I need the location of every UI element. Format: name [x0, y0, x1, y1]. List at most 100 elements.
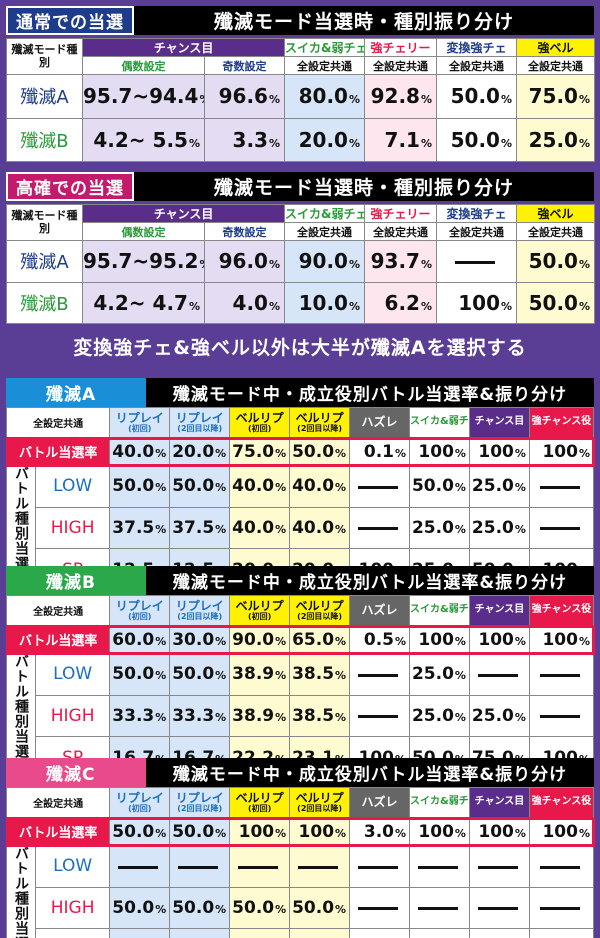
percent-sign: %	[335, 826, 347, 840]
dash-mark	[539, 527, 580, 531]
battle-rate-cell: 3.0%	[349, 817, 411, 846]
role-name: リプレイ	[115, 791, 164, 806]
battle-type-cell: 33.3%	[169, 694, 231, 738]
sub-header: 偶数設定	[82, 56, 205, 75]
battle-type-label: HIGH	[34, 506, 111, 550]
battle-type-cell	[468, 845, 530, 888]
dash-mark	[118, 865, 159, 869]
rate-cell: 6.2%	[364, 281, 438, 324]
battle-rate-cell: 100%	[468, 437, 530, 466]
percent-sign: %	[454, 669, 466, 683]
cell-value: 20.0	[298, 127, 348, 152]
battle-type-label: LOW	[34, 465, 111, 508]
rate-cell: 75.0%	[516, 74, 596, 119]
role-note: (2回目以降)	[177, 423, 223, 433]
battle-rate-cell: 100%	[409, 817, 470, 846]
sub-header: 全設定共通	[364, 222, 438, 241]
sub-header: 奇数設定	[203, 222, 286, 241]
cell-value: 40.0	[292, 517, 335, 538]
cell-value: 50.0	[411, 476, 454, 497]
cell-value: 50.0	[172, 476, 215, 497]
battle-rate-cell: 50.0%	[169, 817, 231, 846]
role-note: (2回目以降)	[297, 423, 343, 433]
cell-value: 25.0	[411, 517, 454, 538]
percent-sign: %	[275, 522, 287, 536]
battle-type-cell: 25.0%	[409, 653, 470, 696]
percent-sign: %	[268, 93, 281, 107]
battle-type-row: HIGH 37.5% 37.5% 40.0% 40.0% 25.0% 25.0%	[7, 506, 595, 550]
percent-sign: %	[215, 669, 227, 683]
summary-banner: 変換強チェ&強ベル以外は大半が殲滅Aを選択する	[73, 337, 527, 359]
cell-value: 33.3	[172, 705, 215, 726]
percent-sign: %	[500, 299, 513, 313]
cell-value: 10.0	[298, 290, 348, 315]
cell-value: 37.5	[172, 517, 215, 538]
sub-header: 全設定共通	[284, 222, 366, 241]
role-name: リプレイ	[175, 411, 224, 426]
rate-cell: 50.0%	[436, 117, 518, 162]
role-name: チャンス目	[474, 796, 525, 808]
role-name: チャンス目	[474, 416, 525, 428]
cell-value: 25.0	[471, 705, 514, 726]
role-name: ベルリプ	[235, 599, 284, 614]
cell-value: 38.9	[232, 705, 275, 726]
battle-type-cell: 50.0%	[229, 928, 291, 938]
role-note: (初回)	[128, 803, 152, 813]
rate-cell: 92.8%	[364, 74, 438, 119]
dash-mark	[539, 865, 580, 869]
chance-header: チャンス目	[81, 38, 286, 57]
suika-header: スイカ&弱チェ	[284, 204, 366, 223]
battle-a-badge: 殲滅A	[6, 378, 146, 407]
battle-type-cell: 40.0%	[229, 506, 291, 550]
battle-rate-cell: 65.0%	[289, 625, 351, 654]
battle-type-cell: 25.0%	[468, 465, 530, 508]
cell-value: 100	[418, 821, 454, 842]
percent-sign: %	[268, 258, 281, 272]
battle-type-cell: 100%	[349, 928, 411, 938]
convert-cherry-header: 変換強チェ	[436, 204, 518, 223]
battle-type-cell: 38.5%	[289, 653, 351, 696]
percent-sign: %	[454, 522, 466, 536]
type-header: 殲滅モード種別	[6, 204, 83, 241]
cell-value: 100	[542, 441, 578, 462]
corner-label: 全設定共通	[5, 595, 111, 626]
role-name: スイカ&弱チェ	[410, 416, 469, 428]
battle-type-cell	[528, 465, 595, 508]
dash-mark	[358, 715, 399, 719]
corner-label: 全設定共通	[5, 787, 111, 818]
battle-a-title: 殲滅モード中・成立役別バトル当選率&振り分け	[146, 378, 594, 407]
battle-type-label: LOW	[34, 653, 111, 696]
dash-mark	[539, 907, 580, 911]
role-name: リプレイ	[115, 599, 164, 614]
battle-type-cell	[169, 845, 231, 888]
percent-sign: %	[514, 481, 526, 495]
rate-cell: 95.7~95.2%	[82, 240, 205, 283]
cell-value: 50.0	[528, 249, 578, 274]
role-name: ベルリプ	[295, 599, 344, 614]
type-label: 殲滅B	[6, 117, 83, 162]
battle-type-cell	[528, 506, 595, 550]
cell-value: 96.0	[218, 249, 268, 274]
battle-type-cell: 50.0%	[169, 928, 231, 938]
rate-cell: 96.6%	[203, 74, 286, 119]
battle-type-cell: 25.0%	[409, 506, 470, 550]
suika-header: スイカ&弱チェ	[284, 38, 366, 57]
dash-mark	[539, 673, 580, 677]
cell-value: 95.7~94.4	[83, 84, 199, 109]
sub-header: 全設定共通	[516, 222, 596, 241]
role-header: リプレイ (初回)	[109, 595, 171, 626]
type-row: 殲滅B 4.2~ 5.5% 3.3% 20.0% 7.1% 50.0% 25.0%	[6, 117, 596, 162]
role-header: スイカ&弱チェ	[409, 407, 470, 438]
role-header: スイカ&弱チェ	[409, 595, 470, 626]
dash-mark	[417, 907, 458, 911]
role-name: 強チャンス役	[531, 604, 592, 616]
percent-sign: %	[514, 826, 526, 840]
percent-sign: %	[348, 299, 361, 313]
percent-sign: %	[155, 522, 167, 536]
percent-sign: %	[578, 299, 591, 313]
battle-type-cell	[229, 845, 291, 888]
cell-value: 20.0	[172, 441, 215, 462]
role-name: ハズレ	[361, 603, 398, 618]
battle-type-cell: 50.0%	[109, 886, 171, 930]
battle-type-cell: 50.0%	[109, 465, 171, 508]
